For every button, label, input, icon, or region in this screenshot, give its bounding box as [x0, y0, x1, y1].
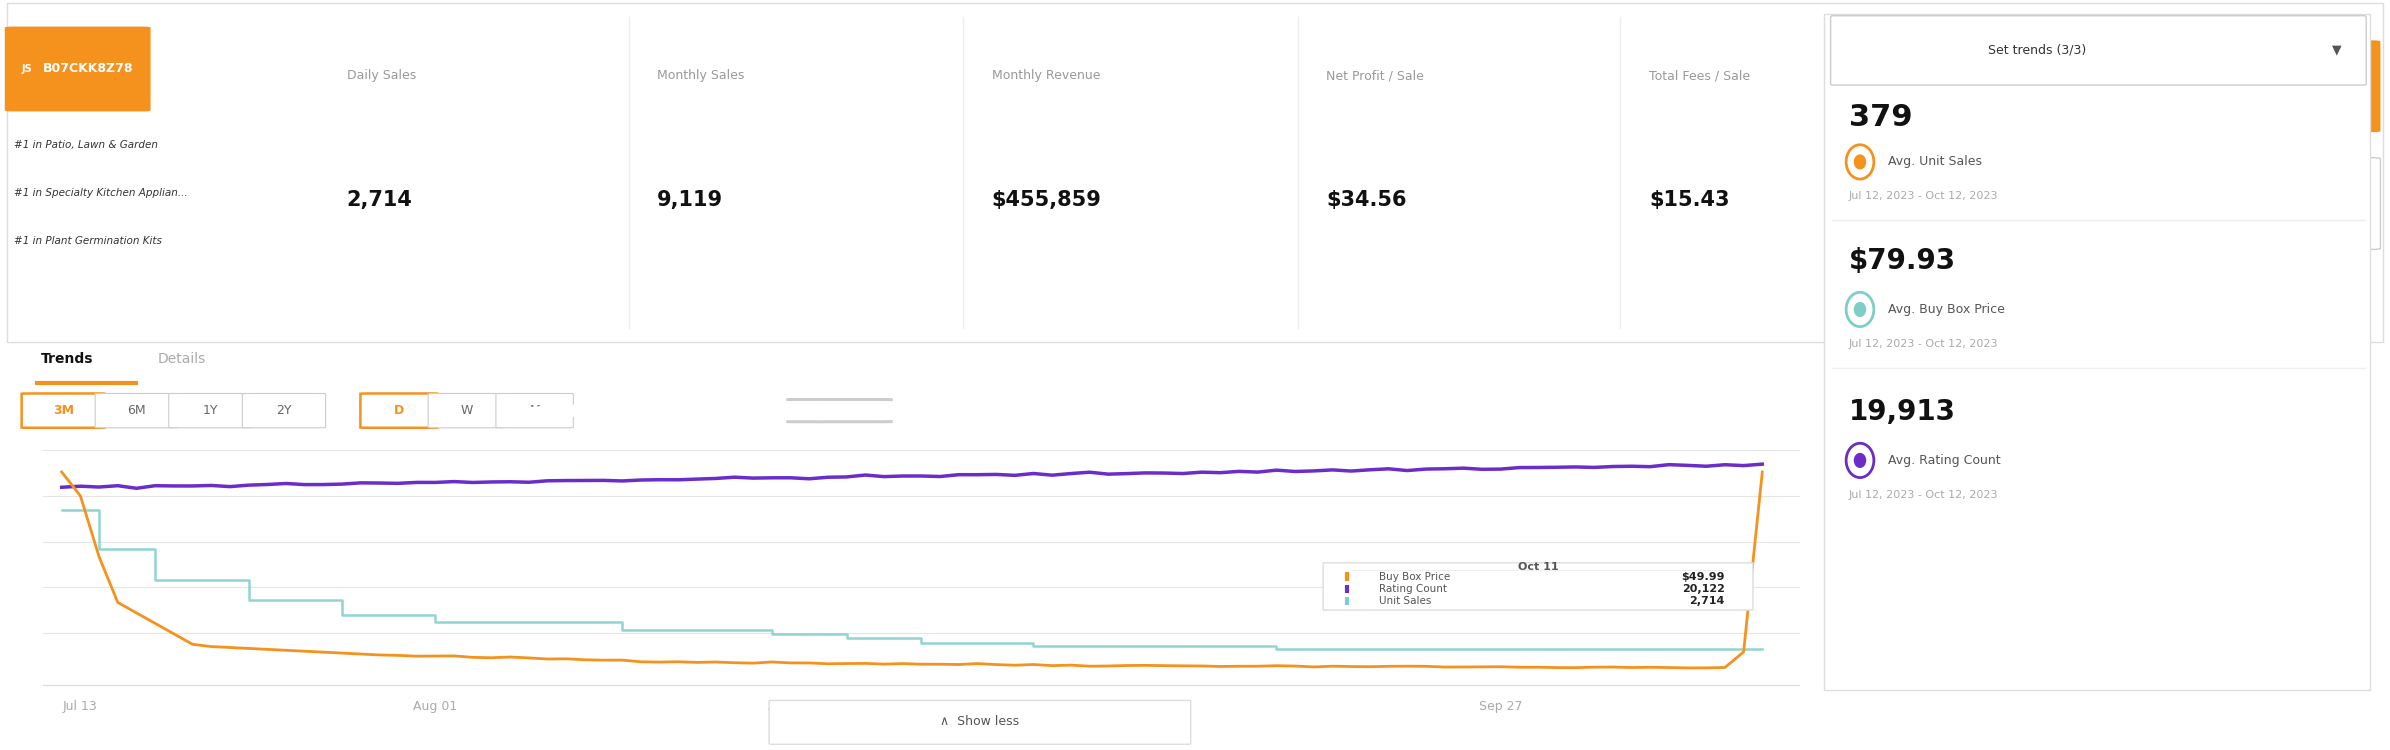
Text: Trends: Trends	[41, 352, 93, 366]
Text: Buy Box Price: Buy Box Price	[1379, 572, 1451, 581]
Text: Aug 20: Aug 20	[770, 700, 813, 712]
FancyBboxPatch shape	[428, 394, 507, 427]
FancyBboxPatch shape	[96, 394, 179, 427]
FancyBboxPatch shape	[1824, 14, 2371, 690]
FancyBboxPatch shape	[2036, 40, 2380, 132]
Text: D: D	[394, 404, 404, 417]
Circle shape	[1845, 292, 1874, 326]
Text: #1 in Patio, Lawn & Garden: #1 in Patio, Lawn & Garden	[14, 140, 158, 150]
FancyBboxPatch shape	[22, 394, 105, 427]
FancyBboxPatch shape	[170, 394, 251, 427]
Text: Total Fees / Sale: Total Fees / Sale	[1649, 70, 1749, 82]
Text: Set trends (3/3): Set trends (3/3)	[1988, 44, 2086, 56]
Text: Oct 11: Oct 11	[1518, 562, 1558, 572]
Text: JS: JS	[22, 64, 31, 74]
Text: 19,913: 19,913	[1850, 398, 1955, 427]
Text: $15.43: $15.43	[1649, 190, 1730, 210]
Text: ▼: ▼	[2333, 44, 2342, 56]
Text: Aug 01: Aug 01	[413, 700, 456, 712]
FancyBboxPatch shape	[497, 394, 574, 427]
Text: Monthly Revenue: Monthly Revenue	[992, 70, 1099, 82]
Text: + Track Product: + Track Product	[2153, 80, 2263, 93]
Text: 🔍 Search Keywords: 🔍 Search Keywords	[2153, 197, 2263, 210]
Text: Jul 13: Jul 13	[62, 700, 98, 712]
FancyBboxPatch shape	[2036, 158, 2380, 250]
Text: $455,859: $455,859	[992, 190, 1102, 210]
Text: M: M	[528, 404, 540, 417]
FancyBboxPatch shape	[1324, 562, 1752, 610]
FancyBboxPatch shape	[361, 394, 437, 427]
Circle shape	[1855, 302, 1867, 316]
Text: Toggle Y-Axis: Toggle Y-Axis	[602, 404, 684, 417]
Text: $49.99: $49.99	[1683, 572, 1726, 581]
Circle shape	[1845, 145, 1874, 179]
Text: W: W	[461, 404, 473, 417]
Text: Net Profit / Sale: Net Profit / Sale	[1326, 70, 1424, 82]
Text: B07CKK8Z78: B07CKK8Z78	[43, 62, 134, 76]
Text: Avg. Unit Sales: Avg. Unit Sales	[1888, 155, 1981, 169]
Text: Jul 12, 2023 - Oct 12, 2023: Jul 12, 2023 - Oct 12, 2023	[1850, 339, 1998, 349]
Text: Unit Sales: Unit Sales	[1379, 596, 1432, 606]
Text: 6M: 6M	[127, 404, 146, 417]
Text: Details: Details	[158, 352, 206, 366]
Text: ∧  Show less: ∧ Show less	[939, 716, 1021, 728]
Text: 3M: 3M	[53, 404, 74, 417]
Text: $79.93: $79.93	[1850, 248, 1955, 275]
Circle shape	[1855, 454, 1867, 467]
FancyBboxPatch shape	[7, 4, 2383, 341]
FancyBboxPatch shape	[786, 398, 894, 423]
Circle shape	[1855, 155, 1867, 169]
Text: 2Y: 2Y	[277, 404, 292, 417]
Text: Avg. Rating Count: Avg. Rating Count	[1888, 454, 2000, 467]
Text: #1 in Plant Germination Kits: #1 in Plant Germination Kits	[14, 236, 163, 247]
Text: Daily Sales: Daily Sales	[347, 70, 416, 82]
Circle shape	[1845, 443, 1874, 478]
Text: Avg. Buy Box Price: Avg. Buy Box Price	[1888, 303, 2005, 316]
Text: Jul 12, 2023 - Oct 12, 2023: Jul 12, 2023 - Oct 12, 2023	[1850, 490, 1998, 500]
Text: Jul 12, 2023 - Oct 12, 2023: Jul 12, 2023 - Oct 12, 2023	[1850, 191, 1998, 201]
Text: 20,122: 20,122	[1683, 584, 1726, 594]
Circle shape	[511, 402, 1130, 420]
Text: 1Y: 1Y	[203, 404, 217, 417]
FancyBboxPatch shape	[241, 394, 325, 427]
Text: 2,714: 2,714	[1690, 596, 1726, 606]
FancyBboxPatch shape	[5, 26, 151, 112]
Text: 379: 379	[1850, 103, 1912, 132]
Text: #1 in Specialty Kitchen Applian...: #1 in Specialty Kitchen Applian...	[14, 188, 189, 198]
Text: 9,119: 9,119	[657, 190, 724, 210]
Text: $34.56: $34.56	[1326, 190, 1408, 210]
Text: Sep 08: Sep 08	[1123, 700, 1166, 712]
FancyBboxPatch shape	[770, 700, 1190, 744]
Text: Sep 27: Sep 27	[1479, 700, 1522, 712]
FancyBboxPatch shape	[1831, 16, 2366, 85]
Text: Rating Count: Rating Count	[1379, 584, 1448, 594]
Text: Monthly Sales: Monthly Sales	[657, 70, 746, 82]
Text: 2,714: 2,714	[347, 190, 413, 210]
